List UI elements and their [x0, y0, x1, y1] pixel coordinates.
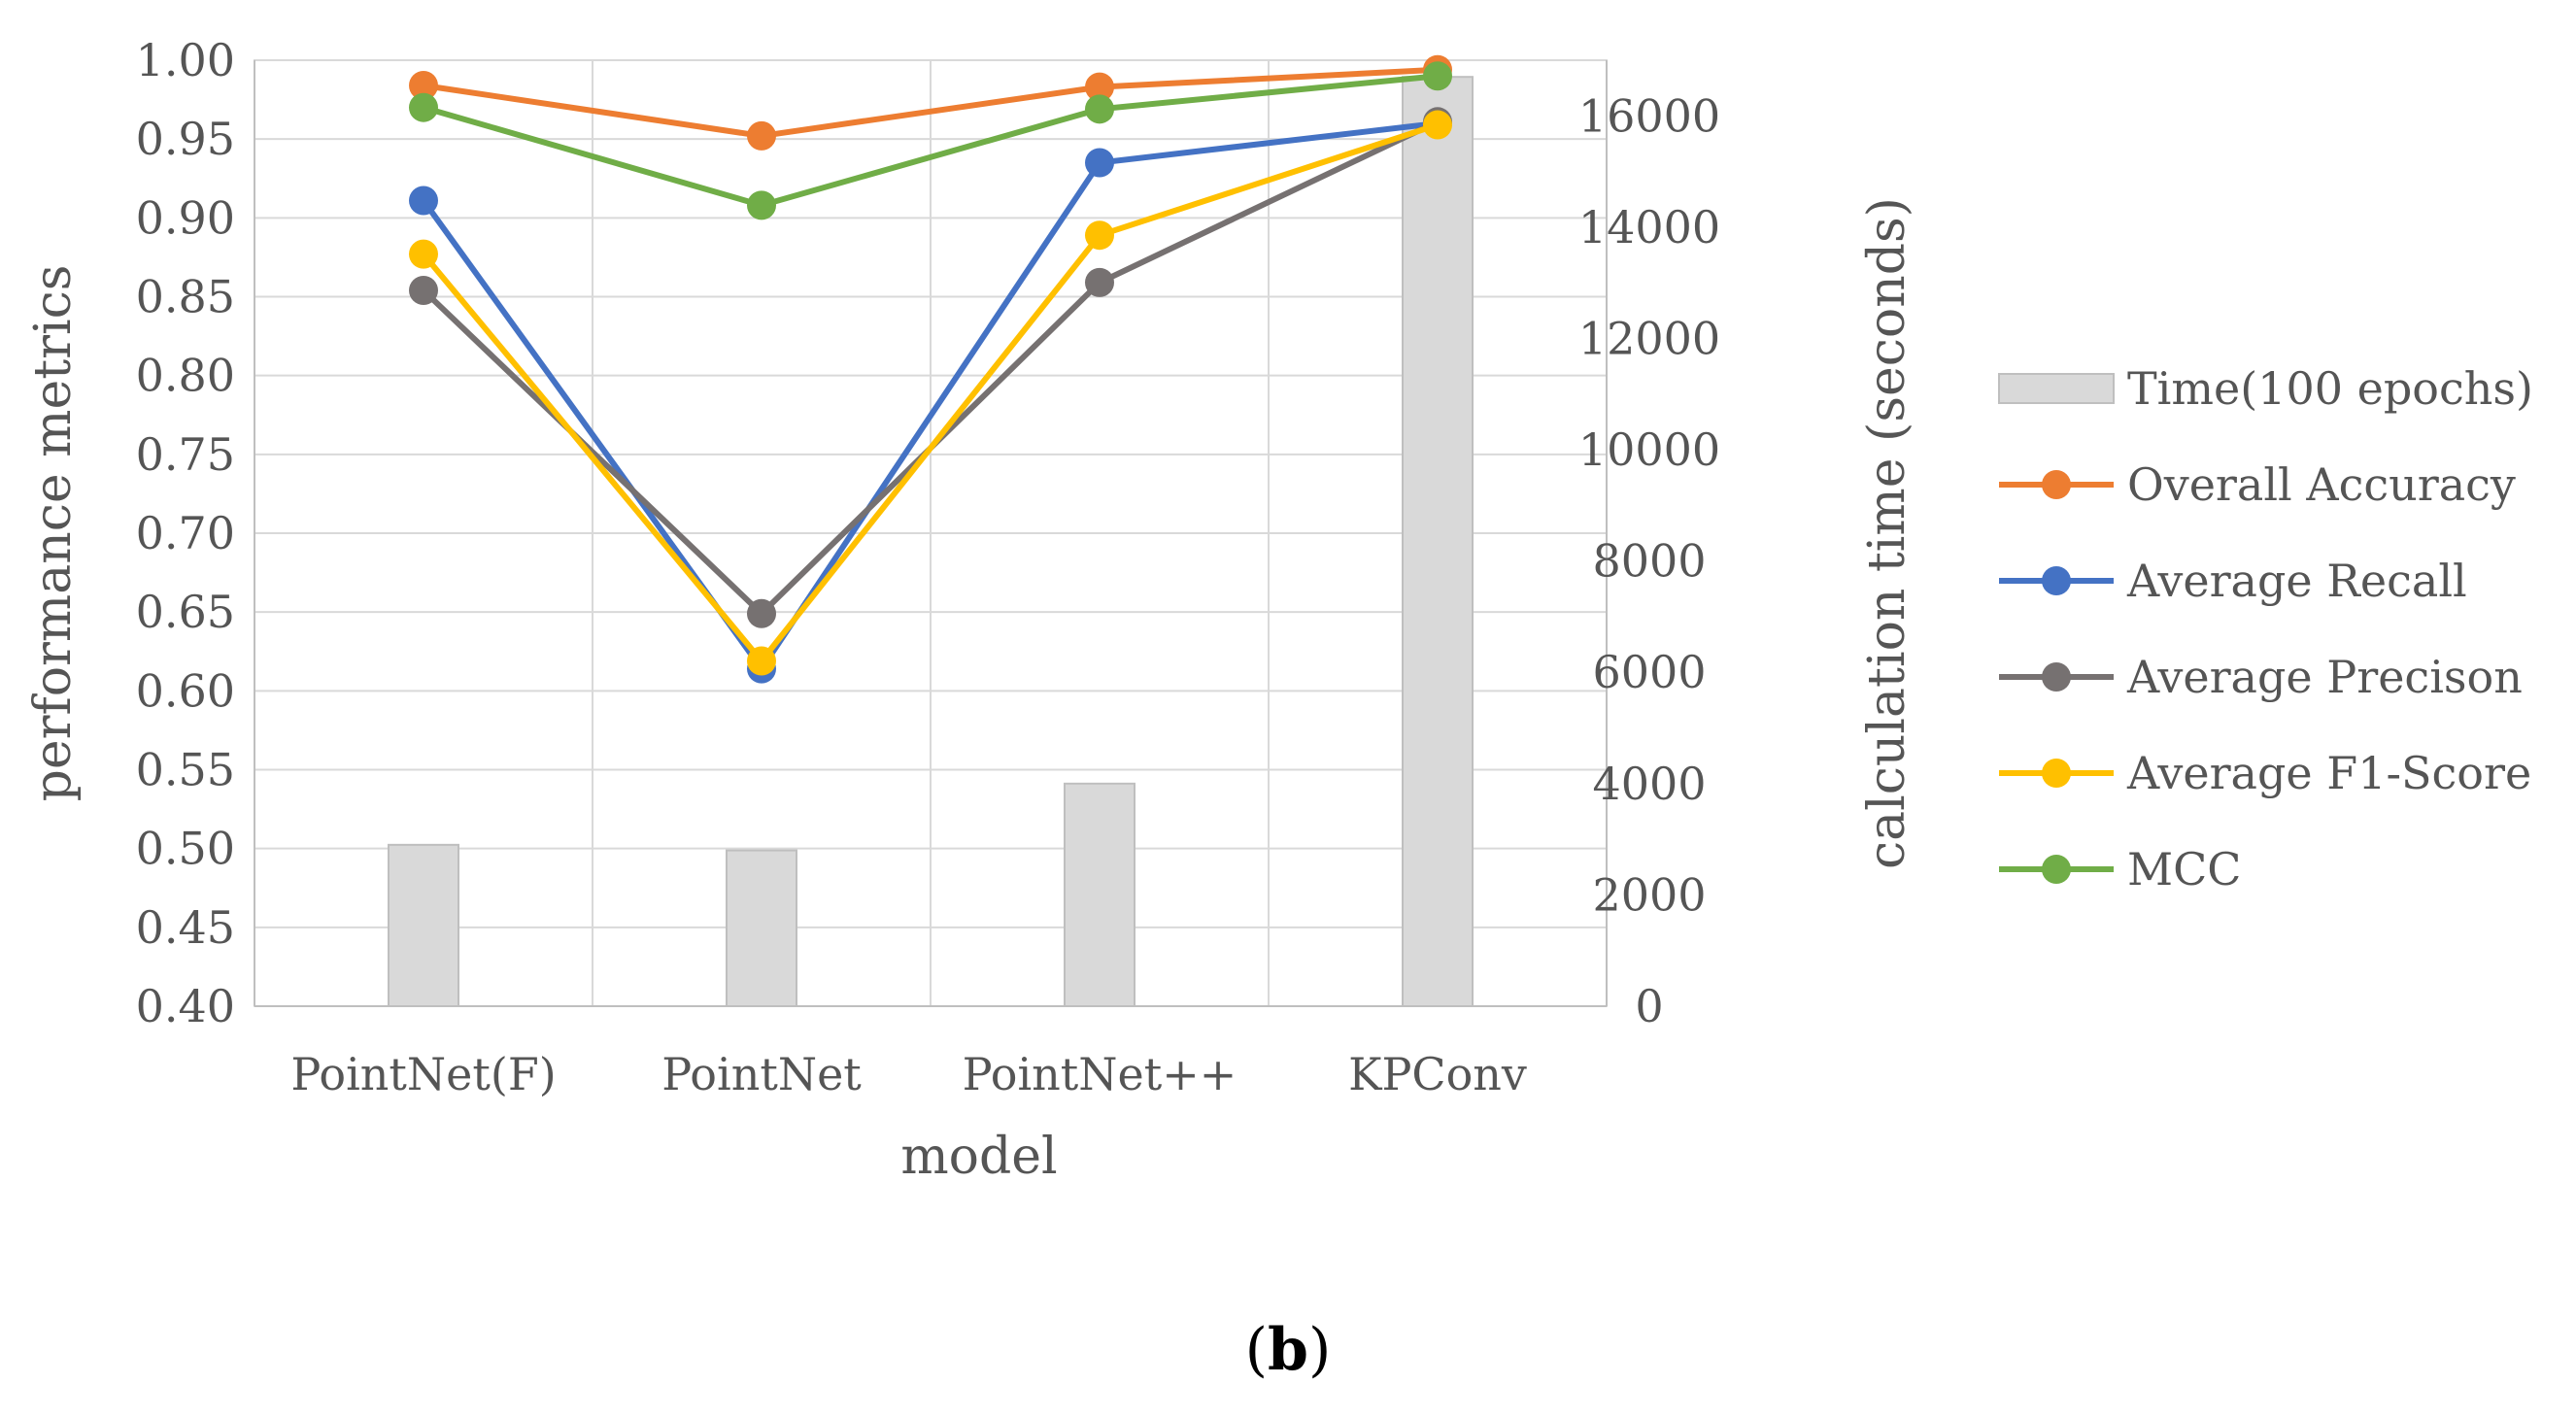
- left-tick-label: 0.55: [136, 744, 235, 796]
- left-tick-label: 1.00: [136, 34, 235, 86]
- legend-item-5: MCC: [1999, 843, 2242, 895]
- series-3-point-3: [1085, 267, 1114, 297]
- legend-label: Time(100 epochs): [2127, 362, 2533, 415]
- legend-swatch-marker: [2042, 759, 2071, 788]
- x-tick-label: PointNet++: [963, 1048, 1237, 1100]
- left-tick-label: 0.90: [136, 191, 235, 244]
- legend-label: Overall Accuracy: [2127, 458, 2516, 511]
- right-tick-label: 10000: [1578, 423, 1720, 476]
- bar-series: [388, 76, 1474, 1008]
- series-5-point-3: [1085, 94, 1114, 124]
- legend-label: MCC: [2127, 843, 2242, 895]
- series-3-point-1: [409, 276, 438, 306]
- legend-swatch-marker: [2042, 662, 2071, 692]
- axes: [254, 60, 1608, 1007]
- legend-label: Average Recall: [2126, 555, 2467, 607]
- legend-swatch-marker: [2042, 855, 2071, 884]
- right-tick-label: 4000: [1592, 758, 1706, 810]
- left-axis-title: performance metrics: [24, 265, 83, 802]
- series-4-point-3: [1085, 220, 1114, 251]
- legend-item-time: Time(100 epochs): [1998, 362, 2533, 415]
- right-tick-label: 2000: [1592, 868, 1706, 921]
- x-tick-label: PointNet(F): [290, 1048, 556, 1100]
- series-5-point-2: [747, 190, 776, 220]
- caption-letter: b: [1268, 1316, 1308, 1384]
- series-1-point-2: [747, 120, 776, 151]
- series-1-point-1: [409, 70, 438, 100]
- x-tick-label: PointNet: [661, 1048, 862, 1100]
- legend-label: Average F1-Score: [2126, 747, 2531, 799]
- right-tick-label: 14000: [1578, 201, 1720, 253]
- series-2-point-3: [1085, 148, 1114, 178]
- right-tick-label: 6000: [1592, 646, 1706, 698]
- left-tick-label: 0.75: [136, 428, 235, 481]
- legend-swatch-marker: [2042, 566, 2071, 595]
- series-line-1: [423, 66, 1439, 139]
- right-tick-label: 0: [1635, 980, 1663, 1032]
- series-4-point-4: [1423, 110, 1452, 140]
- left-tick-label: 0.50: [136, 823, 235, 875]
- legend-item-4: Average F1-Score: [1999, 747, 2531, 799]
- series-line-2: [421, 119, 1439, 672]
- left-tick-label: 0.95: [136, 113, 235, 165]
- right-tick-label: 12000: [1578, 312, 1720, 364]
- bar-time-3: [1064, 782, 1135, 1008]
- series-3-point-2: [747, 598, 776, 628]
- series-1-point-3: [1085, 72, 1114, 102]
- right-tick-label: 16000: [1578, 89, 1720, 142]
- caption-close-paren: ): [1307, 1316, 1332, 1384]
- line-series: [409, 54, 1452, 684]
- bar-time-1: [388, 843, 459, 1007]
- legend-item-2: Average Recall: [1999, 555, 2467, 607]
- right-axis-title: calculation time (seconds): [1858, 197, 1916, 869]
- bar-time-4: [1402, 76, 1474, 1007]
- series-line-4: [421, 121, 1439, 664]
- legend: Time(100 epochs) Overall Accuracy Average …: [1998, 362, 2533, 895]
- legend-swatch-bar: [1998, 373, 2115, 404]
- left-tick-label: 0.45: [136, 901, 235, 954]
- x-tick-label: KPConv: [1348, 1048, 1527, 1100]
- series-line-5: [423, 73, 1439, 209]
- left-tick-label: 0.40: [136, 980, 235, 1032]
- series-2-point-1: [409, 186, 438, 216]
- series-5-point-4: [1423, 61, 1452, 91]
- left-tick-label: 0.80: [136, 350, 235, 402]
- bar-time-2: [726, 849, 797, 1007]
- series-4-point-2: [747, 646, 776, 676]
- left-tick-label: 0.70: [136, 507, 235, 559]
- legend-label: Average Precison: [2126, 651, 2523, 703]
- left-tick-label: 0.65: [136, 586, 235, 638]
- x-axis-title: model: [900, 1128, 1057, 1186]
- figure-caption: (b): [0, 1316, 2576, 1384]
- legend-item-3: Average Precison: [1999, 651, 2523, 703]
- legend-swatch-marker: [2042, 470, 2071, 499]
- tick-labels: 0.40 0.45 0.50 0.55 0.60 0.65 0.70 0.75 0.80 0.85…: [136, 34, 1721, 1100]
- legend-item-1: Overall Accuracy: [1999, 458, 2516, 511]
- series-5-point-1: [409, 92, 438, 122]
- left-tick-label: 0.60: [136, 664, 235, 717]
- right-tick-label: 8000: [1592, 535, 1706, 588]
- left-tick-label: 0.85: [136, 271, 235, 323]
- series-4-point-1: [409, 239, 438, 269]
- caption-open-paren: (: [1244, 1316, 1269, 1384]
